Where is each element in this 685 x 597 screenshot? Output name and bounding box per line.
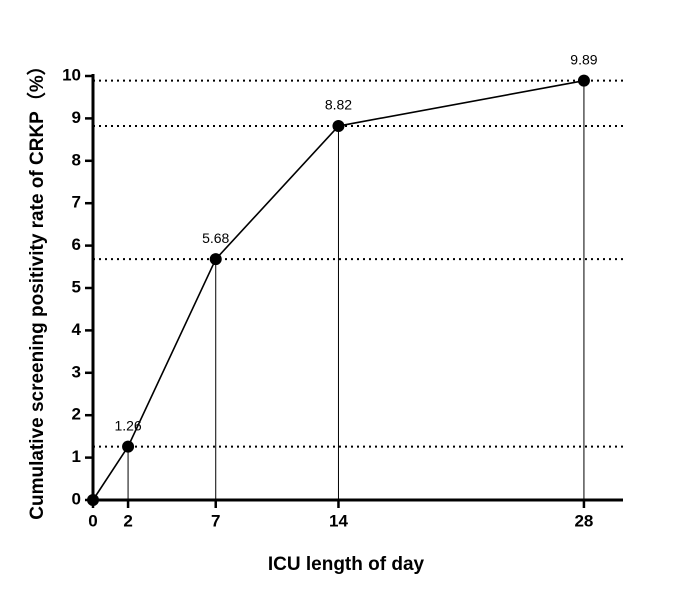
y-axis-title: Cumulative screening positivity rate of … [25, 56, 48, 520]
y-tick-label: 0 [72, 489, 81, 508]
x-tick-label: 28 [574, 511, 593, 530]
y-tick-label: 4 [72, 320, 82, 339]
data-label: 9.89 [570, 51, 597, 67]
marker [122, 440, 135, 453]
y-tick-label: 10 [62, 65, 81, 84]
x-tick-label: 0 [88, 511, 97, 530]
y-tick-label: 1 [72, 447, 81, 466]
y-tick-label: 9 [72, 108, 81, 127]
marker [209, 253, 222, 266]
data-label: 1.26 [114, 417, 141, 433]
x-tick-label: 2 [123, 511, 132, 530]
y-tick-label: 7 [72, 193, 81, 212]
x-tick-label: 7 [211, 511, 220, 530]
data-label: 5.68 [202, 230, 229, 246]
x-axis-title: ICU length of day [268, 554, 425, 575]
x-tick-label: 14 [329, 511, 348, 530]
data-label: 8.82 [325, 97, 352, 113]
y-tick-label: 5 [72, 277, 81, 296]
y-tick-label: 3 [72, 362, 81, 381]
y-tick-label: 2 [72, 405, 81, 424]
marker [577, 74, 590, 87]
y-tick-label: 8 [72, 150, 81, 169]
marker [332, 120, 345, 133]
y-tick-label: 6 [72, 235, 81, 254]
